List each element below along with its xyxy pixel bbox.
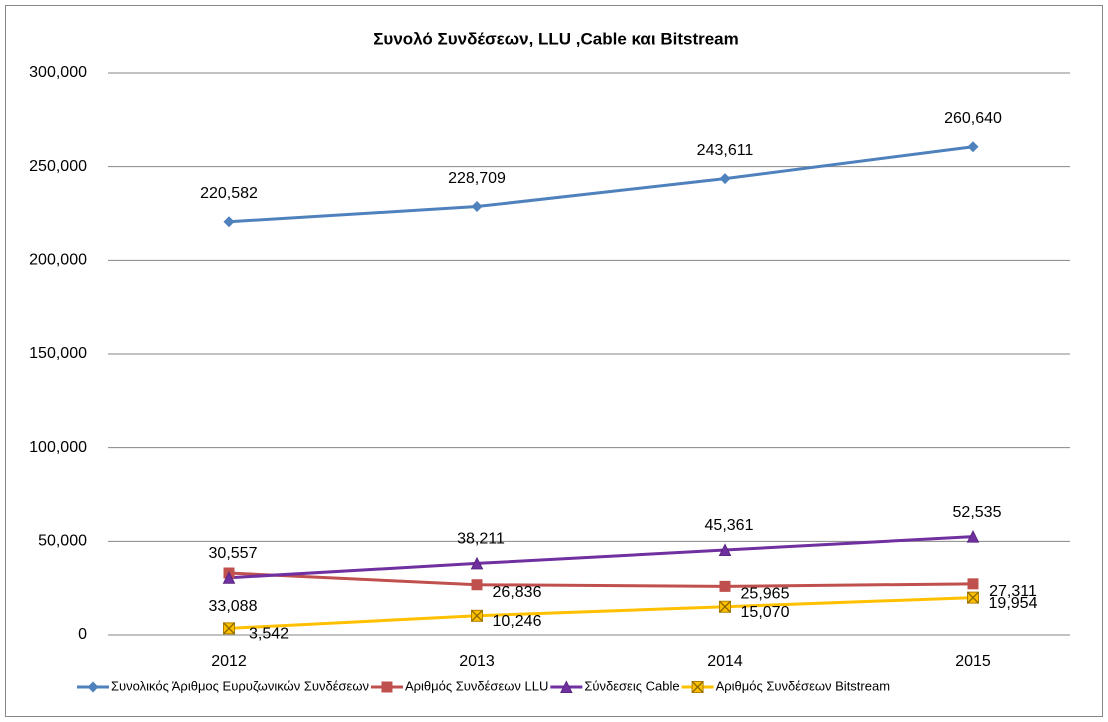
legend-label: Σύνδεσεις Cable: [584, 678, 679, 693]
marker: [381, 681, 393, 693]
chart-border: [5, 5, 1103, 717]
data-label: 45,361: [705, 517, 754, 534]
marker-cross: [967, 591, 979, 604]
data-label: 228,709: [448, 170, 506, 187]
marker: [966, 529, 980, 543]
y-tick-label: 50,000: [38, 533, 87, 550]
marker: [222, 571, 236, 584]
marker: [719, 173, 731, 185]
marker-cross: [691, 681, 704, 693]
data-label: 26,836: [493, 584, 542, 601]
marker: [560, 680, 573, 693]
marker-cross: [471, 609, 483, 622]
marker: [87, 681, 99, 693]
x-tick-label: 2012: [211, 653, 247, 670]
marker: [967, 591, 979, 604]
y-tick-label: 100,000: [29, 439, 87, 456]
x-tick-label: 2015: [955, 653, 991, 670]
marker: [718, 543, 732, 557]
marker: [719, 600, 731, 613]
data-label: 243,611: [697, 142, 754, 159]
y-tick-label: 300,000: [29, 64, 87, 81]
marker: [471, 579, 483, 591]
legend-entry: Αριθμός Συνδέσεων Bitstream: [681, 678, 890, 693]
marker: [967, 141, 979, 153]
legend-entry: Αριθμός Συνδέσεων LLU: [370, 678, 548, 693]
marker: [967, 578, 979, 590]
y-tick-label: 200,000: [29, 252, 87, 269]
y-tick-label: 150,000: [29, 345, 87, 362]
series-line: [228, 571, 974, 588]
marker: [471, 201, 483, 213]
legend-label: Αριθμός Συνδέσεων Bitstream: [716, 678, 890, 693]
legend-label: Συνολικός Άριθμος Ευρυζωνικών Συνδέσεων: [111, 678, 369, 693]
data-label: 3,542: [249, 626, 289, 643]
marker-cross: [719, 600, 731, 613]
marker: [470, 556, 484, 570]
legend-entry: Σύνδεσεις Cable: [550, 678, 680, 693]
x-tick-label: 2013: [459, 653, 495, 670]
y-tick-label: 250,000: [29, 158, 87, 175]
data-label: 30,557: [209, 545, 258, 562]
y-tick-label: 0: [78, 626, 87, 643]
data-label: 25,965: [741, 586, 790, 603]
data-label: 15,070: [741, 604, 790, 621]
marker: [719, 580, 731, 592]
legend-label: Αριθμός Συνδέσεων LLU: [405, 678, 548, 693]
data-label: 38,211: [457, 531, 505, 548]
data-label: 260,640: [944, 110, 1002, 127]
marker: [223, 216, 235, 228]
marker: [691, 681, 704, 693]
marker-cross: [223, 622, 235, 635]
series-line: [228, 145, 974, 224]
data-label: 220,582: [200, 185, 258, 202]
series-line: [228, 596, 974, 630]
x-tick-label: 2014: [707, 653, 743, 670]
data-label: 52,535: [953, 504, 1002, 521]
legend-entry: Συνολικός Άριθμος Ευρυζωνικών Συνδέσεων: [77, 678, 369, 693]
data-label: 27,311: [989, 583, 1037, 600]
series-line: [228, 535, 974, 580]
chart-title: Συνολό Συνδέσεων, LLU ,Cable και Bitstre…: [373, 29, 739, 48]
data-label: 10,246: [493, 613, 542, 630]
data-label: 33,088: [209, 598, 258, 615]
data-label: 19,954: [989, 595, 1038, 612]
marker: [223, 622, 235, 635]
marker: [471, 609, 483, 622]
